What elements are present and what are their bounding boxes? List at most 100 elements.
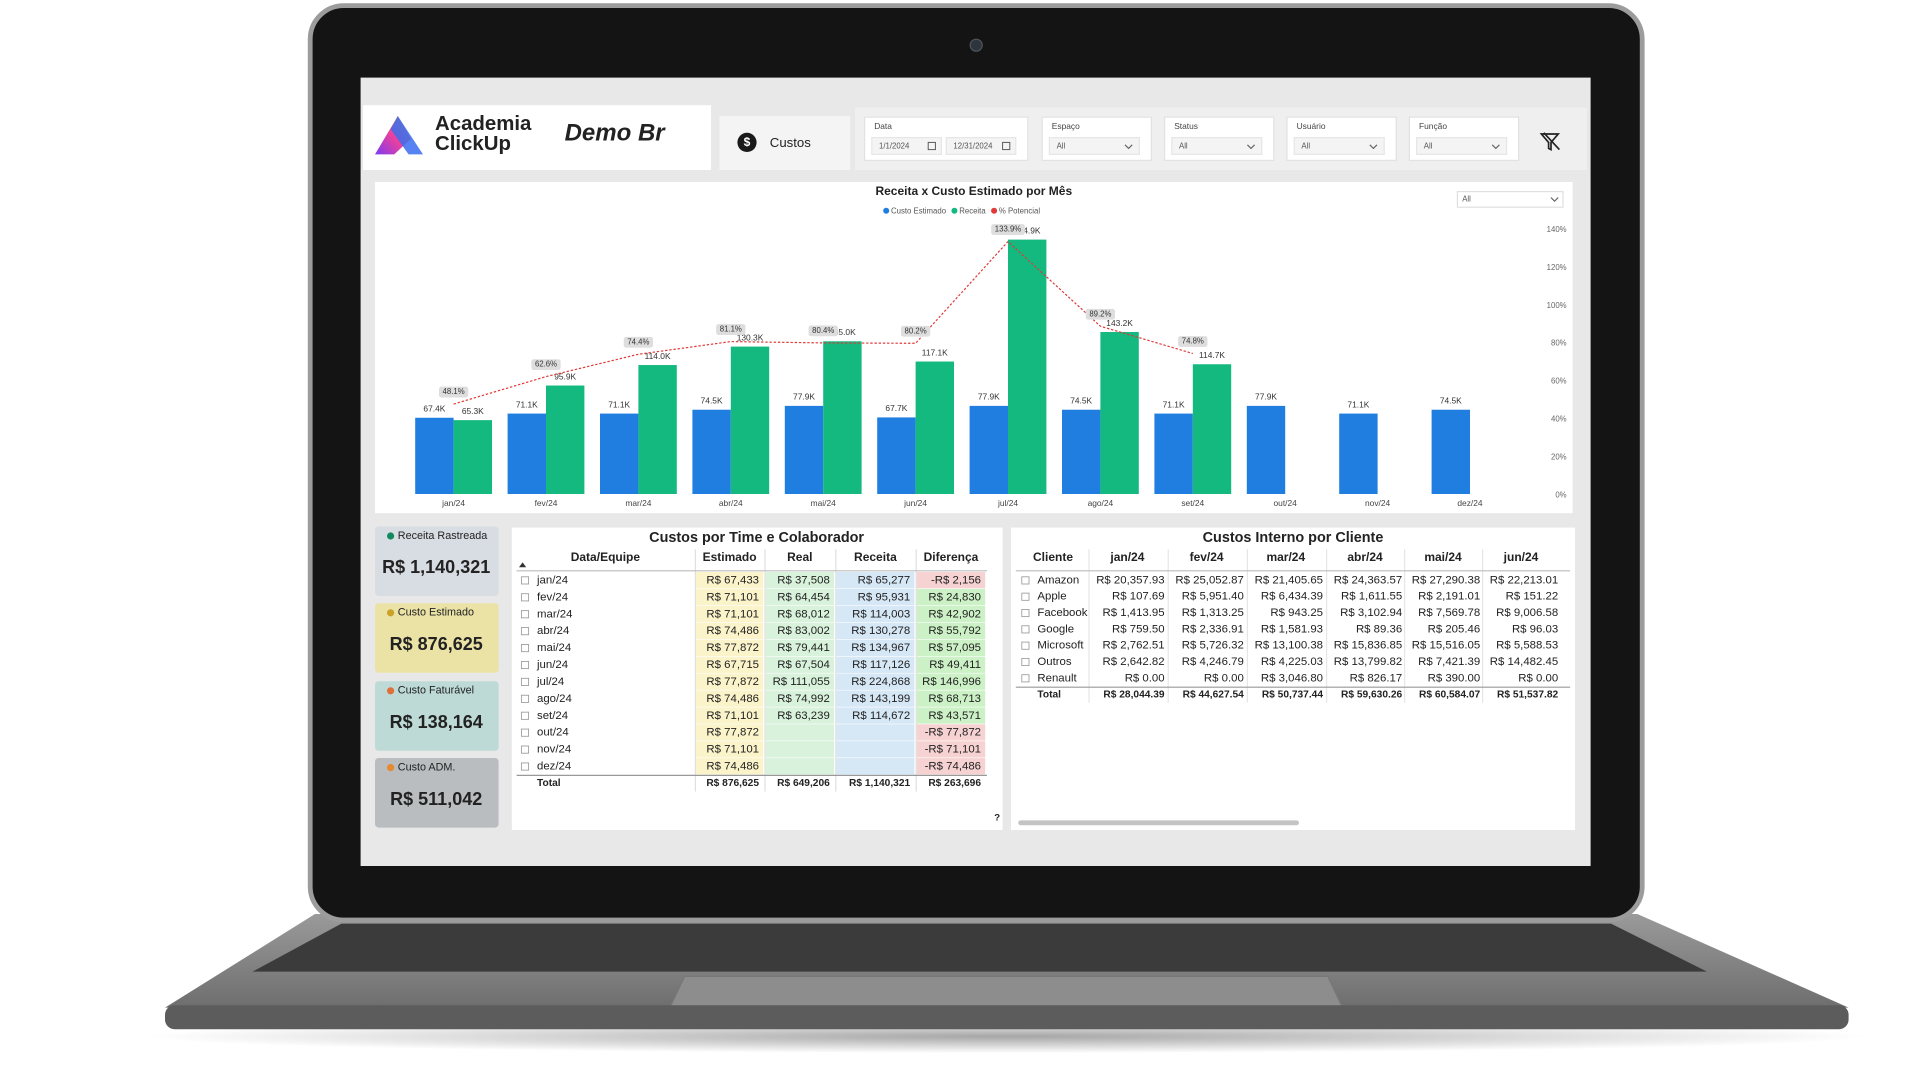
kpi-card bbox=[375, 526, 499, 596]
camera bbox=[969, 38, 983, 52]
expand-icon[interactable] bbox=[520, 593, 530, 602]
cell-value: R$ 22,213.01 bbox=[1490, 574, 1558, 586]
expand-icon[interactable] bbox=[520, 660, 530, 670]
row-label: set/24 bbox=[537, 710, 568, 722]
cell-value: R$ 6,434.39 bbox=[1261, 591, 1323, 603]
expand-icon[interactable] bbox=[1021, 592, 1030, 601]
cell-value: R$ 71,101 bbox=[706, 710, 759, 722]
filter-value[interactable]: All bbox=[1424, 142, 1433, 151]
x-tick-label: mar/24 bbox=[625, 498, 651, 508]
filter-input[interactable] bbox=[1416, 137, 1508, 156]
cell-value: R$ 24,363.57 bbox=[1334, 574, 1402, 586]
cell-value: R$ 15,516.05 bbox=[1412, 640, 1480, 652]
cell-value: -R$ 77,872 bbox=[925, 727, 981, 739]
cell-value: R$ 14,482.45 bbox=[1490, 656, 1558, 668]
clear-filters[interactable] bbox=[1539, 132, 1561, 151]
x-tick-label: jan/24 bbox=[441, 498, 465, 508]
cell-value: R$ 1,611.55 bbox=[1341, 591, 1402, 603]
calendar-icon bbox=[1002, 141, 1011, 151]
filter-input[interactable] bbox=[945, 137, 1017, 156]
y2-tick-label: 0% bbox=[1555, 490, 1566, 499]
chart-dropdown[interactable] bbox=[1456, 191, 1564, 208]
expand-icon[interactable] bbox=[520, 610, 530, 619]
expand-icon[interactable] bbox=[520, 576, 530, 585]
cell-value: R$ 67,715 bbox=[706, 659, 759, 671]
filter-value[interactable]: 12/31/2024 bbox=[953, 142, 993, 151]
legend-marker bbox=[883, 207, 890, 214]
data-label: 95.9K bbox=[554, 371, 576, 381]
expand-icon[interactable] bbox=[520, 762, 530, 771]
sort-icon bbox=[519, 562, 527, 568]
expand-icon[interactable] bbox=[1021, 576, 1030, 585]
cell-value: R$ 114,003 bbox=[852, 608, 910, 620]
expand-icon[interactable] bbox=[520, 745, 530, 754]
expand-icon[interactable] bbox=[1021, 609, 1030, 618]
filter-value[interactable]: All bbox=[1179, 142, 1188, 151]
cell-value: R$ 71,101 bbox=[706, 744, 759, 756]
help[interactable]: ? bbox=[994, 813, 1000, 824]
filter-input[interactable] bbox=[1048, 137, 1141, 156]
bar bbox=[1431, 409, 1470, 495]
kpi-value: R$ 138,164 bbox=[390, 712, 483, 732]
cell bbox=[696, 758, 764, 775]
row-label: fev/24 bbox=[537, 591, 568, 603]
data-label: 143.2K bbox=[1106, 318, 1133, 328]
cell bbox=[765, 707, 835, 724]
cell-value: R$ 390.00 bbox=[1428, 672, 1481, 684]
tab-label[interactable]: Custos bbox=[770, 135, 811, 150]
x-tick-label: mai/24 bbox=[811, 498, 837, 508]
cell bbox=[696, 656, 764, 673]
row-label: Total bbox=[1037, 690, 1061, 701]
cell-value: R$ 0.00 bbox=[1204, 672, 1244, 684]
chevron bbox=[1369, 144, 1378, 150]
cell bbox=[696, 690, 764, 707]
cell-value: R$ 65,277 bbox=[858, 574, 911, 586]
scrollbar[interactable] bbox=[1018, 820, 1299, 826]
expand-icon[interactable] bbox=[520, 644, 530, 653]
row-label: jun/24 bbox=[536, 659, 568, 671]
cell bbox=[765, 724, 835, 741]
expand-icon[interactable] bbox=[1021, 625, 1030, 634]
chevron bbox=[1124, 144, 1133, 150]
filter-value[interactable]: All bbox=[1057, 142, 1066, 151]
filter-input[interactable] bbox=[871, 137, 943, 156]
filter-input[interactable] bbox=[1171, 137, 1263, 156]
bar bbox=[600, 413, 639, 495]
chart-dropdown-value[interactable]: All bbox=[1462, 194, 1471, 203]
data-label-box bbox=[531, 359, 561, 371]
filter-value[interactable]: All bbox=[1301, 142, 1310, 151]
cell bbox=[765, 588, 835, 606]
data-label: 74.8% bbox=[1182, 337, 1204, 346]
cell-value: R$ 224,868 bbox=[851, 676, 910, 688]
kpi-label: Receita Rastreada bbox=[398, 530, 487, 542]
data-label: 71.1K bbox=[608, 399, 630, 409]
cell-value: R$ 25,052.87 bbox=[1175, 574, 1243, 586]
cell-value: R$ 2,336.91 bbox=[1182, 623, 1244, 635]
expand-icon[interactable] bbox=[520, 627, 530, 636]
expand-icon[interactable] bbox=[520, 677, 530, 686]
cell bbox=[836, 707, 915, 724]
expand-icon[interactable] bbox=[520, 711, 530, 720]
expand-icon[interactable] bbox=[1021, 674, 1030, 683]
filter-input[interactable] bbox=[1293, 137, 1385, 156]
cell-value: -R$ 2,156 bbox=[931, 574, 981, 586]
row-label: Microsoft bbox=[1037, 640, 1084, 652]
filter-value[interactable]: 1/1/2024 bbox=[879, 142, 910, 151]
expand-icon[interactable] bbox=[1021, 641, 1030, 650]
cell bbox=[836, 588, 915, 606]
cell bbox=[765, 605, 835, 623]
cell-value: -R$ 74,486 bbox=[925, 761, 981, 773]
row-label: abr/24 bbox=[537, 625, 569, 637]
expand-icon[interactable] bbox=[520, 728, 530, 737]
expand-icon[interactable] bbox=[1021, 657, 1030, 667]
expand-icon[interactable] bbox=[520, 694, 530, 703]
y2-tick-label: 140% bbox=[1547, 225, 1567, 234]
column-header: Receita bbox=[854, 550, 897, 564]
cell bbox=[765, 741, 835, 758]
cell-value: R$ 826.17 bbox=[1350, 672, 1403, 684]
cell bbox=[916, 639, 986, 656]
cell-value: R$ 943.25 bbox=[1270, 607, 1323, 619]
row-label: dez/24 bbox=[537, 761, 571, 773]
logo-text: ClickUp bbox=[435, 133, 511, 155]
